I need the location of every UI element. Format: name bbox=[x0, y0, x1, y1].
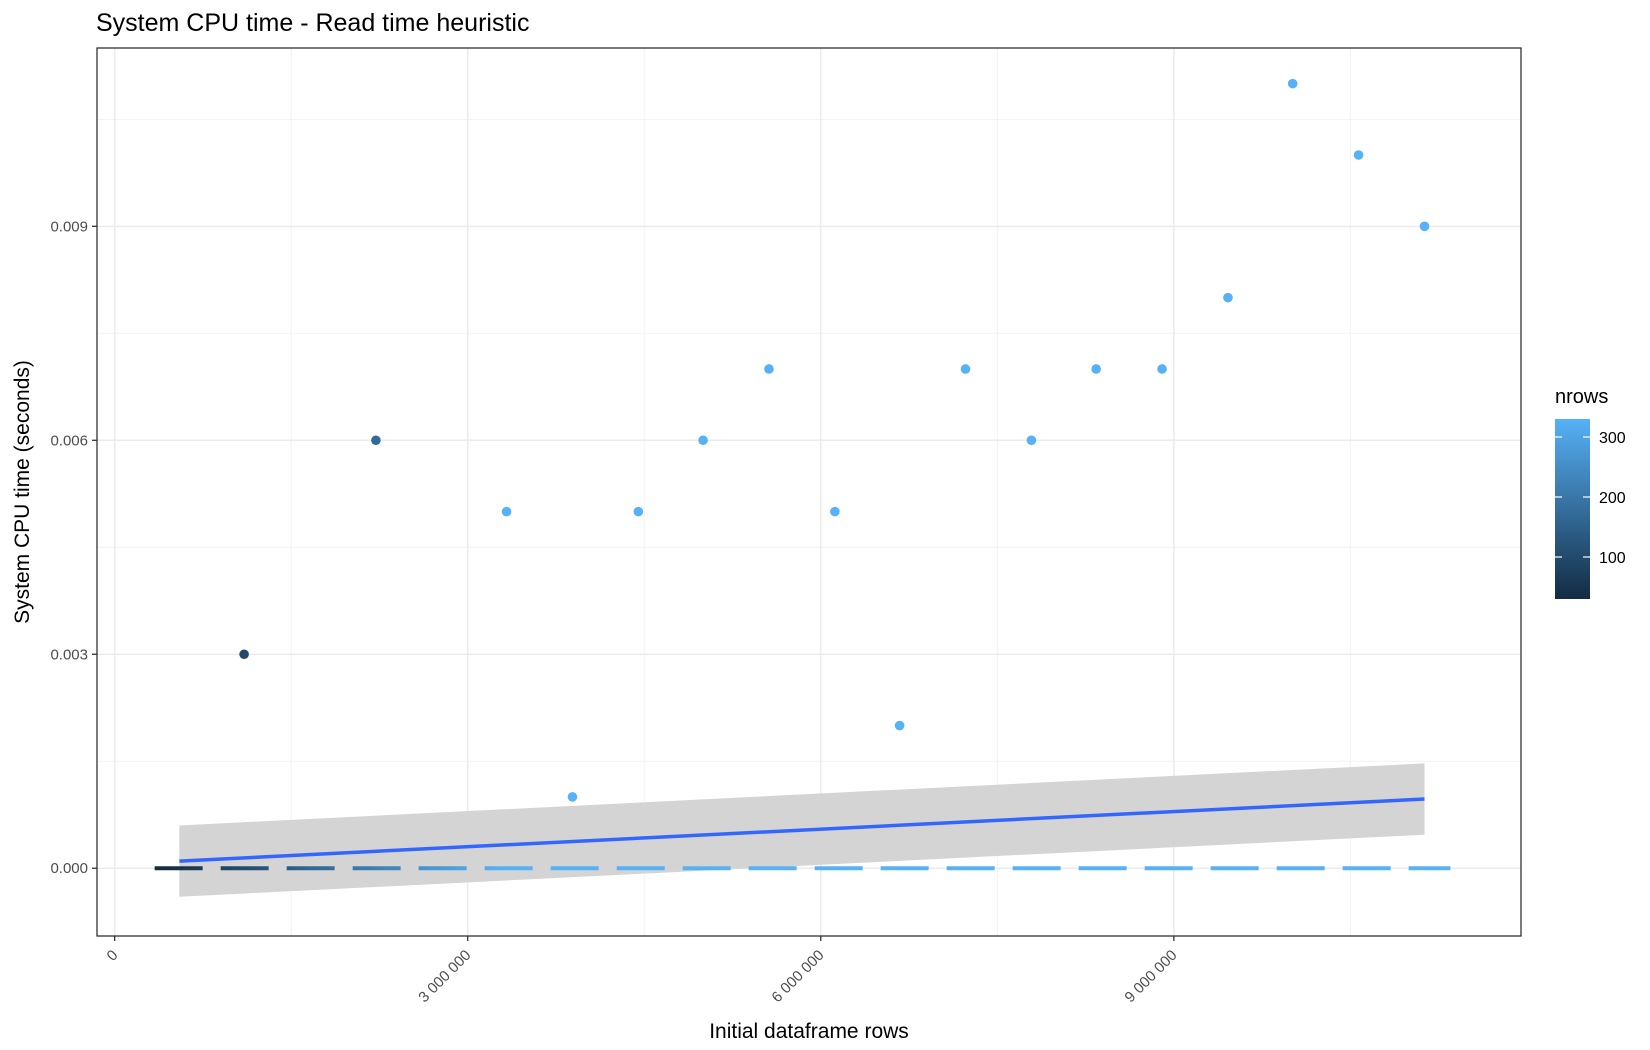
data-point bbox=[960, 364, 971, 374]
x-tick-label: 3 000 000 bbox=[415, 947, 474, 1006]
data-point bbox=[1091, 364, 1101, 374]
x-axis: 0 3 000 000 6 000 000 9 000 000 bbox=[104, 936, 1181, 1006]
data-point bbox=[1223, 292, 1233, 303]
legend-tick-label: 100 bbox=[1599, 550, 1626, 567]
data-point bbox=[239, 649, 249, 660]
data-point bbox=[371, 435, 381, 446]
legend-colorbar bbox=[1555, 419, 1590, 599]
y-tick-label: 0.000 bbox=[50, 860, 88, 877]
data-point bbox=[1287, 78, 1298, 89]
y-tick-label: 0.003 bbox=[50, 646, 88, 663]
y-tick-label: 0.006 bbox=[50, 432, 88, 449]
legend-title: nrows bbox=[1555, 386, 1608, 408]
trend-line bbox=[179, 797, 1425, 863]
data-point bbox=[1419, 221, 1430, 232]
x-tick-label: 6 000 000 bbox=[768, 947, 827, 1006]
major-gridlines bbox=[97, 48, 1521, 936]
plot-border bbox=[96, 47, 1522, 937]
data-point bbox=[1353, 150, 1364, 160]
x-axis-title: Initial dataframe rows bbox=[709, 1020, 909, 1043]
data-point bbox=[764, 364, 774, 374]
data-point bbox=[698, 435, 708, 446]
y-tick-label: 0.009 bbox=[50, 218, 88, 235]
points-layer bbox=[239, 78, 1430, 802]
y-axis: 0.000 0.003 0.006 0.009 bbox=[50, 218, 97, 877]
data-point bbox=[894, 720, 905, 731]
legend-ticks: 100 200 300 bbox=[1555, 430, 1626, 567]
data-point bbox=[567, 792, 578, 802]
legend: nrows 100 200 300 bbox=[1555, 386, 1626, 599]
data-point bbox=[501, 506, 512, 517]
data-point bbox=[830, 506, 840, 517]
legend-tick-label: 300 bbox=[1599, 430, 1626, 447]
data-point bbox=[1026, 435, 1037, 446]
x-tick-label: 9 000 000 bbox=[1121, 947, 1180, 1006]
data-point bbox=[1157, 364, 1167, 374]
legend-tick-label: 200 bbox=[1599, 490, 1626, 507]
data-point bbox=[633, 506, 644, 517]
minor-gridlines bbox=[97, 48, 1521, 936]
trend-line-layer bbox=[179, 797, 1425, 863]
y-axis-title: System CPU time (seconds) bbox=[11, 360, 34, 624]
x-tick-label: 0 bbox=[104, 947, 122, 965]
chart-title: System CPU time - Read time heuristic bbox=[96, 9, 529, 37]
